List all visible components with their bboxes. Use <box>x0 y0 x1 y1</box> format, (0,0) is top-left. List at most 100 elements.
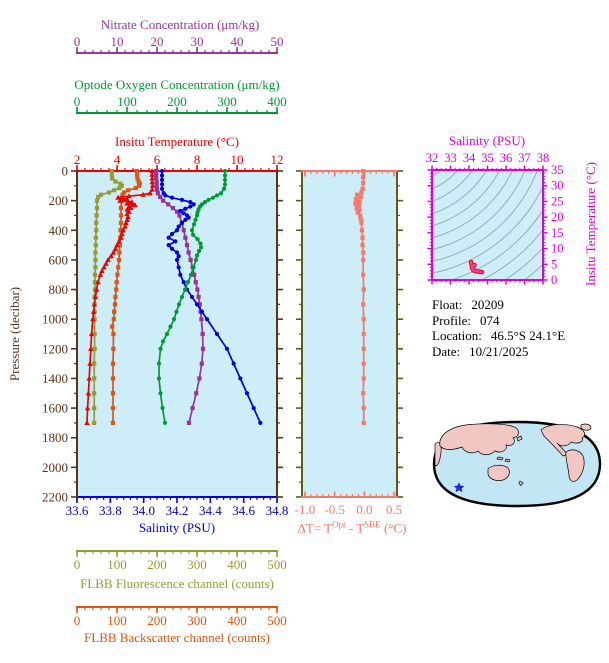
svg-text:-0.5: -0.5 <box>324 502 345 517</box>
float-id-line: Float: 20209 <box>432 297 565 313</box>
float-info-block: Float: 20209 Profile: 074 Location: 46.5°S … <box>432 297 565 359</box>
world-map <box>432 420 602 508</box>
svg-text:33: 33 <box>444 151 457 165</box>
svg-text:1600: 1600 <box>42 401 68 416</box>
svg-text:0.0: 0.0 <box>356 502 372 517</box>
svg-text:32: 32 <box>426 151 439 165</box>
svg-text:35: 35 <box>481 151 494 165</box>
float-value: 20209 <box>471 297 504 312</box>
temperature-axis-title: Insitu Temperature (°C) <box>115 134 239 149</box>
svg-text:2200: 2200 <box>42 490 68 505</box>
location-label: Location: <box>432 328 482 343</box>
svg-text:10: 10 <box>551 242 564 256</box>
svg-text:0: 0 <box>74 613 81 628</box>
svg-text:38: 38 <box>537 151 550 165</box>
svg-text:34.8: 34.8 <box>266 503 289 518</box>
svg-text:34.2: 34.2 <box>166 503 189 518</box>
svg-text:200: 200 <box>147 613 167 628</box>
ts-temperature-axis-title: Insitu Temperature (°C) <box>583 162 598 286</box>
svg-text:10: 10 <box>111 34 124 49</box>
svg-text:1000: 1000 <box>42 312 68 327</box>
svg-text:100: 100 <box>107 557 127 572</box>
svg-text:34.4: 34.4 <box>199 503 222 518</box>
delta-t-sup-sbe: SBE <box>364 519 381 530</box>
svg-text:1800: 1800 <box>42 430 68 445</box>
svg-text:12: 12 <box>271 152 284 167</box>
landmass-greenland <box>580 423 592 431</box>
svg-text:30: 30 <box>551 179 564 193</box>
svg-text:25: 25 <box>551 194 564 208</box>
svg-text:20: 20 <box>551 210 564 224</box>
backscatter-axis-title: FLBB Backscatter channel (counts) <box>84 630 270 645</box>
ts-salinity-axis-title: Salinity (PSU) <box>448 133 526 148</box>
svg-text:300: 300 <box>217 94 237 109</box>
landmass-north-america <box>540 424 586 457</box>
delta-t-axis-title: ΔT= TOpt - TSBE (°C) <box>298 519 407 536</box>
oxygen-axis-title: Optode Oxygen Concentration (μm/kg) <box>74 77 280 92</box>
date-value: 10/21/2025 <box>469 343 529 359</box>
svg-text:5: 5 <box>551 257 557 271</box>
svg-text:34: 34 <box>463 151 476 165</box>
svg-text:200: 200 <box>49 193 69 208</box>
svg-text:37: 37 <box>518 151 531 165</box>
svg-text:36: 36 <box>500 151 513 165</box>
location-line: Location: 46.5°S 24.1°E <box>432 328 565 344</box>
svg-text:200: 200 <box>167 94 187 109</box>
svg-text:400: 400 <box>49 223 69 238</box>
delta-t-label-part: ΔT= T <box>297 520 333 536</box>
svg-text:1400: 1400 <box>42 371 68 386</box>
landmass-japan <box>516 435 523 442</box>
svg-text:500: 500 <box>267 557 287 572</box>
svg-text:0: 0 <box>551 273 557 287</box>
svg-text:-1.0: -1.0 <box>295 502 316 517</box>
profile-line: Profile: 074 <box>432 313 565 329</box>
svg-text:600: 600 <box>49 252 69 267</box>
svg-text:200: 200 <box>147 557 167 572</box>
svg-text:34.0: 34.0 <box>132 503 155 518</box>
location-value: 46.5°S 24.1°E <box>490 328 566 343</box>
svg-text:6: 6 <box>154 152 161 167</box>
landmass-australia <box>487 464 510 481</box>
svg-text:400: 400 <box>267 94 287 109</box>
svg-text:0: 0 <box>62 164 69 179</box>
svg-text:2000: 2000 <box>42 460 68 475</box>
svg-text:0: 0 <box>74 94 81 109</box>
landmass-new-zealand <box>518 480 524 487</box>
svg-text:1200: 1200 <box>42 341 68 356</box>
svg-text:8: 8 <box>194 152 201 167</box>
salinity-axis-title: Salinity (PSU) <box>138 520 216 535</box>
pressure-axis-title: Pressure (decibar) <box>7 286 22 382</box>
delta-t-sup-opt: Opt <box>332 519 346 530</box>
landmass-eurasia <box>439 423 519 456</box>
svg-text:35: 35 <box>551 163 564 177</box>
fluorescence-axis-title: FLBB Fluorescence channel (counts) <box>80 576 274 591</box>
landmass-indonesia <box>496 456 504 461</box>
svg-text:2: 2 <box>74 152 81 167</box>
date-label: Date: <box>432 343 461 359</box>
landmass-south-america <box>565 449 585 482</box>
svg-text:300: 300 <box>187 613 207 628</box>
svg-text:100: 100 <box>117 94 137 109</box>
delta-t-label-part: (°C) <box>380 520 407 536</box>
svg-text:100: 100 <box>107 613 127 628</box>
svg-text:10: 10 <box>231 152 244 167</box>
svg-text:0.5: 0.5 <box>386 502 402 517</box>
delta-t-label-part: - T <box>345 520 365 536</box>
svg-text:800: 800 <box>49 282 69 297</box>
profile-label: Profile: <box>432 312 471 328</box>
svg-text:34.6: 34.6 <box>232 503 255 518</box>
date-line: Date: 10/21/2025 <box>432 344 565 360</box>
landmasses <box>434 423 592 487</box>
svg-text:4: 4 <box>114 152 121 167</box>
svg-text:15: 15 <box>551 226 564 240</box>
svg-text:30: 30 <box>191 34 204 49</box>
svg-text:40: 40 <box>231 34 244 49</box>
svg-text:400: 400 <box>227 613 247 628</box>
svg-text:50: 50 <box>271 34 284 49</box>
landmass-africa-edge <box>434 442 442 467</box>
svg-text:0: 0 <box>74 34 81 49</box>
svg-text:33.8: 33.8 <box>99 503 122 518</box>
nitrate-axis-title: Nitrate Concentration (μm/kg) <box>100 17 260 32</box>
